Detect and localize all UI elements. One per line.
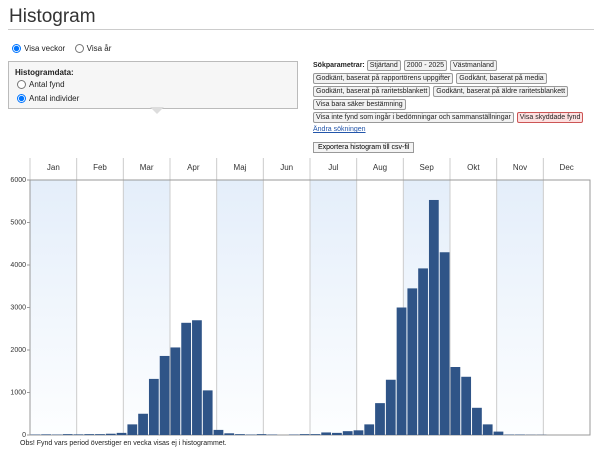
radio-label: Antal individer [29, 94, 80, 103]
month-band [30, 180, 77, 435]
footnote: Obs! Fynd vars period överstiger en veck… [20, 440, 227, 447]
search-tag: Godkänt, baserat på rapportörens uppgift… [313, 73, 454, 84]
month-label: Jan [47, 163, 60, 172]
y-tick-label: 4000 [10, 262, 26, 269]
bar [299, 434, 310, 435]
bar [439, 252, 450, 435]
bar [407, 288, 418, 435]
search-label: Sökparametrar: [313, 62, 365, 69]
radio[interactable] [74, 44, 84, 53]
bar [342, 431, 353, 435]
search-tag: Godkänt, baserat på äldre raritetsblanke… [433, 86, 569, 97]
y-tick-label: 5000 [10, 219, 26, 226]
month-band [216, 180, 264, 435]
y-tick-label: 0 [22, 432, 26, 439]
box-pointer [150, 107, 164, 114]
box-label: Histogramdata: [15, 68, 74, 77]
month-label: Jul [328, 163, 338, 172]
bar [418, 268, 428, 435]
radio-finds[interactable]: Antal fynd [17, 80, 65, 89]
radio-label: Visa veckor [24, 44, 66, 53]
bar [138, 413, 148, 435]
bar [84, 434, 95, 435]
search-tag: Visa inte fynd som ingår i bedömningar o… [313, 112, 514, 123]
bar [450, 367, 461, 435]
bar [332, 432, 342, 435]
radio-weeks[interactable]: Visa veckor [12, 44, 65, 53]
search-tag-warning: Visa skyddade fynd [516, 112, 584, 123]
radio-label: Antal fynd [29, 80, 65, 89]
bar [428, 199, 439, 435]
month-label: Maj [234, 163, 247, 172]
y-tick-label: 3000 [10, 304, 26, 311]
month-band [310, 180, 357, 435]
bar [256, 434, 267, 435]
export-button[interactable]: Exportera histogram till csv-fil [313, 142, 415, 153]
bar [181, 322, 192, 435]
month-label: Jun [280, 163, 293, 172]
bar [170, 347, 181, 435]
y-tick-label: 6000 [10, 177, 26, 184]
month-label: Dec [560, 163, 574, 172]
view-options: Visa veckor Visa år [12, 40, 111, 58]
bar [105, 433, 116, 435]
search-tag: Godkänt, baserat på raritetsblankett [313, 86, 431, 97]
bar [95, 434, 105, 435]
bar [385, 379, 396, 435]
change-search-link[interactable]: Ändra sökningen [313, 126, 366, 133]
bar [364, 424, 375, 435]
bar [213, 429, 224, 435]
bar [375, 403, 385, 435]
title-rule [8, 29, 594, 30]
radio-label: Visa år [86, 44, 112, 53]
bar [321, 432, 332, 435]
search-tag: Stjärtand [366, 60, 401, 71]
month-label: Feb [93, 163, 107, 172]
bar [148, 378, 159, 435]
search-tag: Visa bara säker bestämning [313, 99, 406, 110]
bar [62, 434, 73, 435]
pointer [150, 107, 164, 114]
bar [202, 390, 213, 435]
bar [493, 431, 504, 435]
bar [461, 376, 472, 435]
month-label: Mar [140, 163, 154, 172]
y-tick-label: 1000 [10, 389, 26, 396]
search-panel: Sökparametrar: Stjärtand 2000 - 2025 Väs… [313, 60, 598, 153]
month-band [496, 180, 544, 435]
histogram-data-box: Histogramdata: Antal fynd Antal individe… [8, 61, 298, 109]
radio[interactable] [12, 44, 21, 53]
bar [73, 434, 84, 435]
month-label: Nov [513, 163, 527, 172]
bar [353, 430, 364, 435]
bar [127, 424, 138, 435]
month-label: Okt [467, 163, 480, 172]
y-tick-label: 2000 [10, 347, 26, 354]
bar [235, 434, 245, 435]
bar [396, 307, 407, 435]
search-tag: 2000 - 2025 [403, 60, 448, 71]
month-label: Aug [373, 163, 387, 172]
bar [310, 434, 321, 435]
month-label: Sep [420, 163, 435, 172]
radio[interactable] [17, 80, 26, 89]
radio-individuals[interactable]: Antal individer [17, 94, 79, 103]
bar [224, 433, 235, 435]
month-label: Apr [187, 163, 200, 172]
bar [192, 320, 202, 435]
radio[interactable] [17, 94, 26, 103]
bar [41, 434, 52, 435]
search-tag: Västmanland [450, 60, 497, 71]
bar [472, 407, 482, 435]
bar [482, 424, 493, 435]
radio-years[interactable]: Visa år [74, 44, 112, 53]
chart: Jan Feb Mar Apr Maj Jun Jul Aug Sep Okt Nov Dec 0 100… [10, 158, 591, 439]
search-tag: Godkänt, baserat på media [456, 73, 547, 84]
page-title: Histogram [9, 6, 96, 27]
bar [159, 355, 170, 435]
bar [116, 432, 127, 435]
